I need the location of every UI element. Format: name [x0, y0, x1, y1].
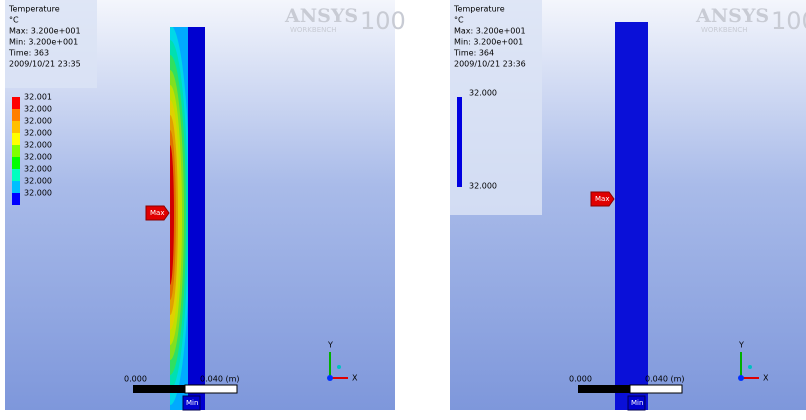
legend-box — [5, 0, 97, 88]
legend-label: 32.000 — [24, 141, 52, 150]
legend-label: 32.000 — [24, 117, 52, 126]
max-marker-label: Max — [150, 209, 164, 217]
scale-bar-white — [184, 384, 238, 394]
min-marker-label: Min — [186, 399, 198, 407]
axis-z — [337, 365, 341, 369]
axis-y-label: Y — [327, 341, 333, 350]
legend-label: 32.000 — [24, 177, 52, 186]
legend-swatch — [12, 157, 20, 169]
scale-start: 0.000 — [569, 375, 592, 384]
axis-origin — [738, 375, 744, 381]
scale-end: 0.040 (m) — [645, 375, 684, 384]
axis-z — [748, 365, 752, 369]
axis-x-label: X — [352, 374, 358, 383]
legend-label: 32.000 — [469, 89, 497, 98]
scale-bar-black — [578, 385, 630, 393]
legend-label: 32.000 — [24, 129, 52, 138]
legend-swatch — [12, 109, 20, 121]
body — [615, 22, 648, 410]
legend-swatch — [12, 169, 20, 181]
max-marker — [590, 191, 615, 207]
legend-box — [450, 0, 542, 215]
legend-unit: °C — [454, 16, 464, 25]
legend-max: Max: 3.200e+001 — [9, 27, 81, 36]
legend-label: 32.000 — [24, 165, 52, 174]
viewport: Temperature °C Max: 3.200e+001 Min: 3.200e+… — [5, 0, 406, 411]
legend-title: Temperature — [8, 5, 60, 14]
contour-plot — [170, 27, 188, 410]
viewport: Temperature °C Max: 3.200e+001 Min: 3.200e+… — [450, 0, 806, 411]
max-marker — [145, 205, 170, 221]
min-marker-label: Min — [631, 399, 643, 407]
legend-unit: °C — [9, 16, 19, 25]
legend-swatch — [12, 181, 20, 193]
legend-min: Min: 3.200e+001 — [454, 38, 523, 47]
body — [188, 27, 205, 410]
scale-end: 0.040 (m) — [200, 375, 239, 384]
legend-label: 32.000 — [24, 105, 52, 114]
axis-origin — [327, 375, 333, 381]
legend-date: 2009/10/21 23:36 — [454, 60, 526, 69]
legend-label: 32.000 — [24, 189, 52, 198]
legend-swatch — [12, 97, 20, 109]
logo-version: 100 — [360, 7, 406, 35]
legend-label: 32.000 — [24, 153, 52, 162]
scale-bar-white — [629, 384, 683, 394]
legend-label: 32.000 — [469, 182, 497, 191]
legend-swatch — [12, 121, 20, 133]
legend-max: Max: 3.200e+001 — [454, 27, 526, 36]
legend-min: Min: 3.200e+001 — [9, 38, 78, 47]
legend-swatch — [12, 133, 20, 145]
scale-bar-black — [133, 385, 185, 393]
logo-brand: ANSYS — [695, 5, 769, 27]
axis-x-label: X — [763, 374, 769, 383]
legend-swatch — [12, 193, 20, 205]
scale-start: 0.000 — [124, 375, 147, 384]
legend-swatch — [12, 145, 20, 157]
logo-brand: ANSYS — [284, 5, 358, 27]
legend-label: 32.001 — [24, 93, 52, 102]
min-marker — [182, 395, 201, 411]
legend-time: Time: 363 — [8, 49, 49, 58]
legend-swatch — [457, 97, 462, 187]
logo-product: WORKBENCH — [290, 26, 337, 34]
max-marker-label: Max — [595, 195, 609, 203]
logo-product: WORKBENCH — [701, 26, 748, 34]
legend-date: 2009/10/21 23:35 — [9, 60, 81, 69]
legend-title: Temperature — [453, 5, 505, 14]
contour-band — [170, 145, 174, 285]
axis-y-label: Y — [738, 341, 744, 350]
legend-time: Time: 364 — [453, 49, 494, 58]
min-marker — [627, 395, 646, 411]
logo-version: 100 — [771, 7, 806, 35]
